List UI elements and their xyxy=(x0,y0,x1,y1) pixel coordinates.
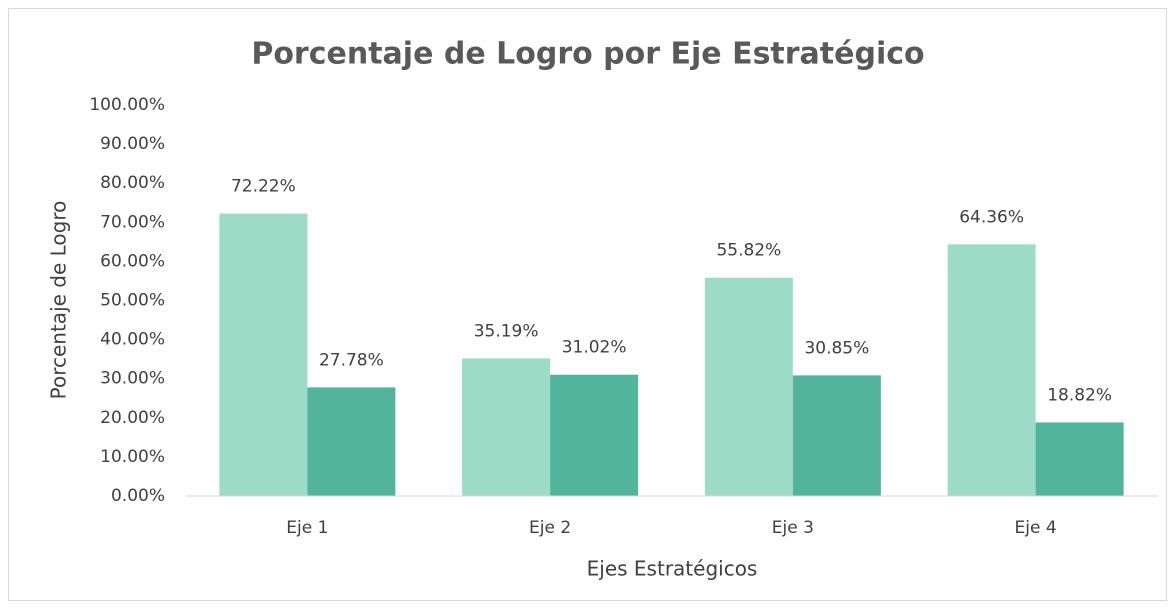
y-tick-label: 90.00% xyxy=(100,134,165,154)
y-tick-label: 50.00% xyxy=(100,291,165,311)
y-tick-label: 0.00% xyxy=(111,486,165,506)
y-tick-label: 40.00% xyxy=(100,330,165,350)
chart-title: Porcentaje de Logro por Eje Estratégico xyxy=(251,37,924,72)
value-label: 72.22% xyxy=(231,177,296,197)
x-tick-label: Eje 1 xyxy=(286,518,328,538)
y-tick-label: 70.00% xyxy=(100,212,165,232)
x-tick-label: Eje 2 xyxy=(529,518,571,538)
value-label: 18.82% xyxy=(1047,385,1112,405)
bar xyxy=(1035,422,1124,496)
y-tick-label: 30.00% xyxy=(100,369,165,389)
y-tick-label: 100.00% xyxy=(89,95,165,115)
bar xyxy=(792,375,881,496)
x-axis-label: Ejes Estratégicos xyxy=(587,557,758,581)
bar xyxy=(704,277,793,496)
x-tick-label: Eje 3 xyxy=(772,518,814,538)
y-axis-label: Porcentaje de Logro xyxy=(47,201,71,400)
bar xyxy=(307,387,396,496)
y-tick-label: 80.00% xyxy=(100,173,165,193)
y-tick-label: 10.00% xyxy=(100,447,165,467)
y-tick-label: 20.00% xyxy=(100,408,165,428)
y-tick-label: 60.00% xyxy=(100,251,165,271)
bar xyxy=(947,244,1036,496)
x-tick-label: Eje 4 xyxy=(1015,518,1057,538)
bar xyxy=(462,358,551,496)
bar xyxy=(550,374,639,496)
value-label: 35.19% xyxy=(474,321,539,341)
value-label: 30.85% xyxy=(804,338,869,358)
value-label: 31.02% xyxy=(562,338,627,358)
bar xyxy=(219,213,308,496)
value-label: 55.82% xyxy=(716,241,781,261)
value-label: 27.78% xyxy=(319,350,384,370)
value-label: 64.36% xyxy=(959,207,1024,227)
